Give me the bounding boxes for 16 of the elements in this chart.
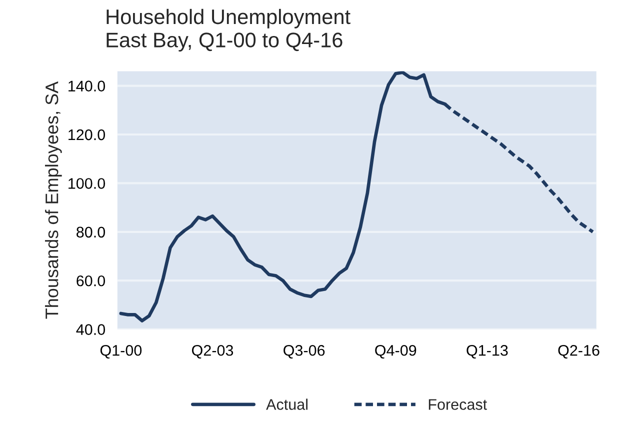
x-tick-label: Q2-03 xyxy=(192,344,234,359)
y-tick-label: 120.0 xyxy=(68,129,106,140)
legend-label: Forecast xyxy=(428,399,487,410)
y-tick-label: 80.0 xyxy=(76,226,106,238)
y-tick-label: 60.0 xyxy=(76,275,106,286)
y-tick-label: 40.0 xyxy=(76,324,106,335)
chart-title: Household Unemployment East Bay, Q1-00 to Q4-16 xyxy=(106,8,350,52)
x-tick-label: Q1-13 xyxy=(466,344,508,359)
x-tick-label: Q1-00 xyxy=(100,344,142,359)
x-tick-label: Q4-09 xyxy=(375,344,416,359)
y-axis-title: Thousands of Employees, SA xyxy=(45,81,62,319)
x-tick-label: Q2-16 xyxy=(558,344,600,359)
legend-label: Actual xyxy=(266,398,308,410)
y-tick-label: 140.0 xyxy=(68,80,106,92)
y-tick-label: 100.0 xyxy=(68,178,106,189)
x-tick-label: Q3-06 xyxy=(284,344,325,359)
